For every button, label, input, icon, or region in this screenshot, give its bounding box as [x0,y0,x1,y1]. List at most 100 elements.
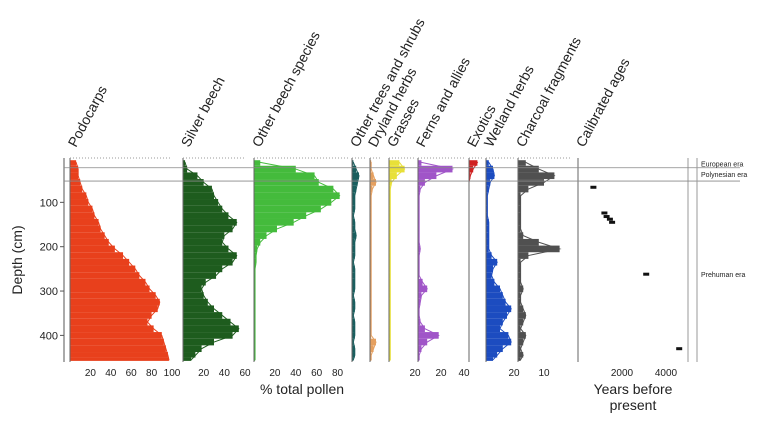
pollen-bar [389,192,391,200]
pollen-bar [486,278,495,286]
pollen-bar [352,258,354,266]
panel-tick-label: 20 [269,368,281,379]
age-point [601,211,608,215]
pollen-bar [70,357,169,361]
pollen-bar [486,165,493,173]
pollen-bar [352,318,355,326]
pollen-bar [254,352,256,358]
pollen-bar [183,278,206,286]
pollen-bar [70,192,87,200]
pollen-bar [418,338,428,346]
pollen-bar [183,225,233,233]
pollen-bar [389,225,391,233]
pollen-bar [418,332,439,339]
pollen-bar [518,252,529,259]
pollen-bar [418,199,420,206]
pollen-bar [518,185,529,193]
pollen-bar [486,292,503,299]
pollen-bar [370,298,372,306]
pollen-bar [389,238,391,246]
pollen-bar [486,199,488,206]
pollen-bar [183,345,202,353]
pollen-bar [389,232,391,239]
pollen-bar [70,318,148,326]
pollen-bar [183,265,223,273]
panel-tick-label: 40 [290,368,302,379]
pollen-bar [254,272,256,279]
pollen-bar [389,258,391,266]
pollen-curve [418,161,455,361]
pollen-bar [183,305,214,313]
pollen-bar [518,318,524,326]
pollen-bar [70,345,166,353]
pollen-bar [418,205,420,213]
pollen-bar [70,265,136,273]
pollen-bar [418,238,420,246]
pollen-bar [389,252,391,259]
pollen-bar [370,278,372,286]
pollen-bar [389,325,391,333]
pollen-bar [254,225,277,233]
pollen-bar [70,232,105,239]
pollen-bar [418,192,420,200]
panel-tick-label: 20 [198,368,210,379]
pollen-bar [352,192,355,200]
pollen-bar [389,292,391,299]
panel-title: Ferns and allies [413,55,474,150]
pollen-bar [183,338,214,346]
pollen-bar [389,338,391,346]
pollen-bar [370,205,372,213]
pollen-bar [418,258,420,266]
panel-tick-label: 60 [126,368,138,379]
pollen-bar [370,292,372,299]
pollen-bar [183,272,217,279]
pollen-bar [486,318,503,326]
pollen-bar [518,312,526,319]
pollen-bar [370,285,372,293]
pollen-bar [254,345,256,353]
pollen-bar [70,338,164,346]
pollen-bar [370,312,372,319]
pollen-bar [70,165,79,173]
pollen-bar [254,245,258,253]
pollen-bar [518,265,521,273]
pollen-bar [183,292,204,299]
pollen-bar [486,298,506,306]
panel-silver-beech [182,157,245,362]
pollen-curve [254,161,341,361]
pollen-curve [486,161,512,361]
ages-tick-label: 4000 [655,368,678,379]
pollen-bar [183,357,192,361]
panel-tick-label: 20 [435,368,447,379]
pollen-bar [254,165,296,173]
pollen-bar [418,232,420,239]
pollen-bar [389,199,391,206]
pollen-bar [70,258,130,266]
pollen-bar [389,218,391,226]
pollen-bar [254,258,257,266]
pollen-bar [352,298,355,306]
pollen-bar [486,332,509,339]
pollen-bar [183,205,223,213]
pollen-bar [518,232,524,239]
pollen-bar [518,245,560,253]
pollen-bar [352,357,354,361]
pollen-bar [70,272,140,279]
pollen-bar [486,252,492,259]
panel-tick-label: 20 [508,368,520,379]
pollen-bar [370,345,374,353]
pollen-bar [370,192,372,200]
panel-tick-label: 20 [409,368,421,379]
pollen-bar [183,199,219,206]
pollen-bar [352,352,355,358]
pollen-bar [70,179,81,186]
panel-tick-label: 40 [105,368,117,379]
pollen-bar [254,357,256,361]
pollen-curve [352,161,360,361]
pollen-bar [254,232,267,239]
pollen-bar [183,245,229,253]
pollen-bar [70,285,150,293]
pollen-bar [352,232,357,239]
pollen-bar [518,305,524,313]
pollen-bar [518,160,526,166]
